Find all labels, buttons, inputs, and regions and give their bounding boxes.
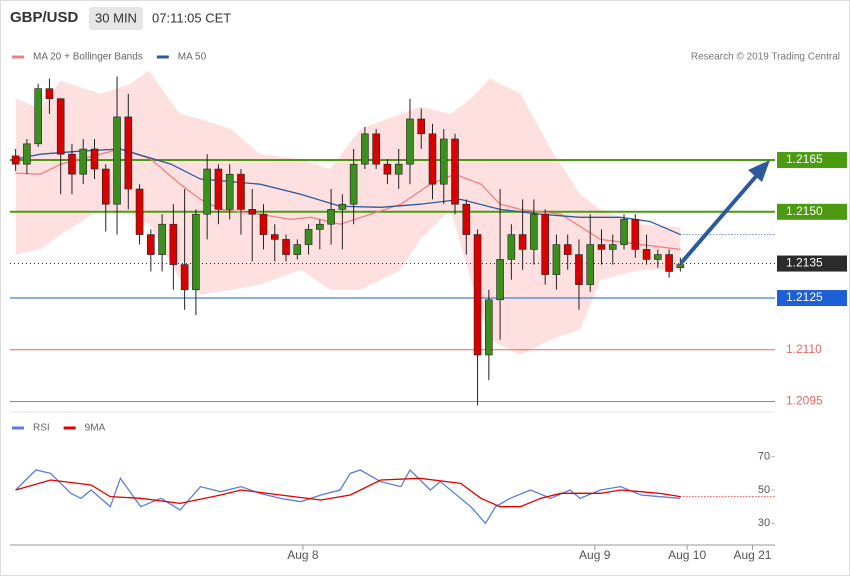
y-tick-label: 70 [758,451,770,463]
candle-body [597,244,606,250]
rsi-line [15,477,681,508]
level-label: 1.2110 [786,342,822,356]
candle-body [180,264,189,291]
candle-body [23,143,31,165]
candle-body [473,234,482,356]
candle-body [259,213,268,235]
candle-body [439,138,448,185]
candle-body [563,244,572,255]
candle-body [676,264,685,268]
candle-body [383,163,392,175]
candle-body [135,188,144,235]
candle-body [282,239,290,255]
candle-body [338,203,347,210]
candle-body [496,259,504,301]
candle-body [11,155,20,165]
band-layer [10,70,775,403]
interval-box [89,7,143,30]
time: 07:11:05 CET [152,10,231,25]
level-label: 1.2150 [786,204,823,218]
arrow-shaft [680,172,760,264]
candle-body [225,173,234,210]
x-tick-label: Aug 9 [579,548,611,562]
candle-body [349,163,358,205]
candle-body [214,168,223,210]
candle-body [237,173,245,210]
candle-body [631,219,640,250]
level-label: 1.2125 [786,290,823,304]
candle-body [101,168,110,205]
legend-label: MA 20 + Bollinger Bands [33,52,143,63]
symbol: GBP/USD [10,9,79,26]
legend-label: MA 50 [178,52,207,63]
candle-body [45,88,54,99]
candle-body [428,133,437,185]
candle-body [462,203,471,235]
candle-body [192,213,200,291]
candle-body [394,163,403,175]
candle-body [158,223,166,255]
credit: Research © 2019 Trading Central [691,52,840,63]
candle-body [451,138,459,205]
candle-body [34,88,42,145]
x-tick-label: Aug 21 [733,548,771,562]
level-label-box [777,203,847,220]
candle-body [316,223,324,230]
main-layer: 1.2165 1.2150 1.2135 1.2125 1.2110 1.2095 MA 2… [11,52,847,562]
candle-body [56,98,65,155]
candle-body [620,219,628,245]
candle-body [68,153,76,175]
candle-body [248,209,257,215]
candle-body [124,116,133,190]
level-label: 1.2135 [786,256,823,270]
candle-body [665,254,673,272]
candle-body [90,148,99,170]
y-tick-label: 50 [758,484,770,496]
candle-body [541,213,549,275]
candle-body [327,209,335,225]
candle-body [586,244,595,285]
candle-body [270,234,279,240]
candle-body [608,244,617,250]
x-tick-label: Aug 10 [668,548,706,562]
candle-body [552,244,561,275]
candle-body [79,148,88,175]
legend-label: RSI [33,423,50,434]
candle-body [372,133,380,165]
candle-body [113,116,121,205]
candle-body [304,229,313,245]
arrow-head [748,160,770,182]
candle-body [293,244,302,255]
candle-body [485,299,493,356]
level-label-box [777,255,847,272]
level-label: 1.2095 [786,394,823,408]
candle-body [203,168,211,215]
x-tick-label: Aug 8 [287,548,319,562]
candle-body [575,254,583,285]
rsi-line [15,468,681,525]
candle-body [406,118,414,165]
level-label: 1.2165 [786,152,823,166]
bollinger-band [15,70,681,355]
candle-body [654,254,662,260]
candle-body [147,234,155,255]
candle-body [169,223,178,265]
candle-body [642,249,651,260]
candle-body [530,213,538,250]
candle-body [518,234,527,250]
legend-label: 9MA [85,423,106,434]
level-label-box [777,290,847,307]
candle-body [507,234,516,260]
interval: 30 MIN [95,10,137,25]
trend-arrow [680,160,770,264]
candle-body [361,133,369,165]
y-tick-label: 30 [758,517,770,529]
candle-body [417,118,426,135]
level-label-box [777,152,847,169]
